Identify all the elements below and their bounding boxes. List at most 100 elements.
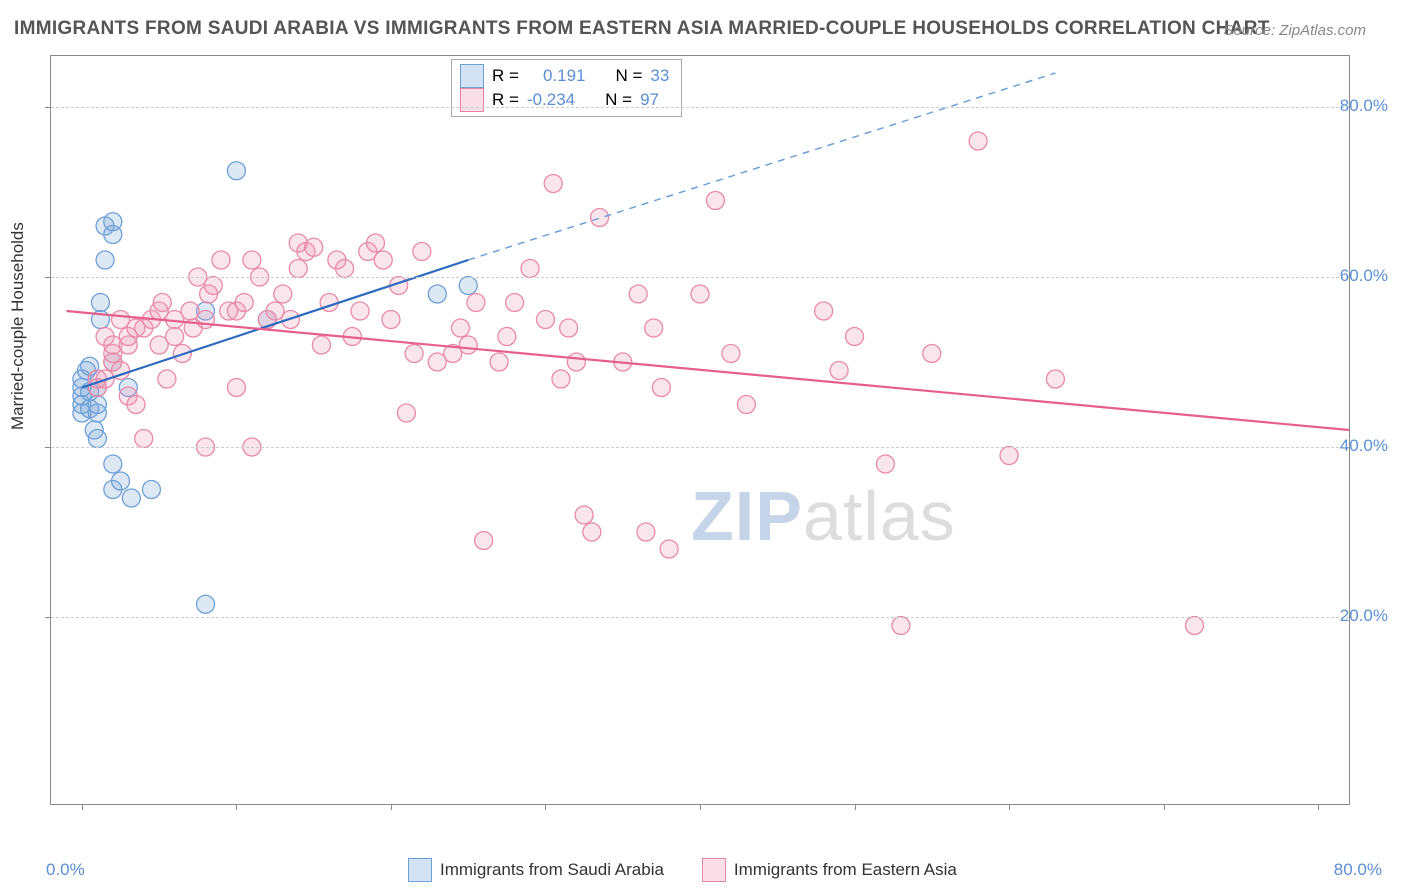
- data-point: [243, 251, 261, 269]
- data-point: [367, 234, 385, 252]
- data-point: [397, 404, 415, 422]
- data-point: [91, 294, 109, 312]
- data-point: [413, 243, 431, 261]
- legend-swatch-pink: [702, 858, 726, 882]
- legend-label-2: Immigrants from Eastern Asia: [734, 860, 957, 880]
- gridline: [51, 277, 1349, 278]
- data-point: [475, 532, 493, 550]
- data-point: [490, 353, 508, 371]
- y-tick-label: 20.0%: [1340, 606, 1388, 626]
- data-point: [652, 379, 670, 397]
- data-point: [305, 238, 323, 256]
- legend-series-2: Immigrants from Eastern Asia: [702, 858, 957, 882]
- y-tick-label: 80.0%: [1340, 96, 1388, 116]
- data-point: [691, 285, 709, 303]
- y-axis-label: Married-couple Households: [8, 222, 28, 430]
- legend-label-1: Immigrants from Saudi Arabia: [440, 860, 664, 880]
- x-tick: [391, 804, 392, 810]
- legend-stats-row-1: R = 0.191 N = 33: [460, 64, 669, 88]
- data-point: [1185, 617, 1203, 635]
- data-point: [142, 481, 160, 499]
- chart-canvas: [51, 56, 1349, 804]
- x-tick: [1164, 804, 1165, 810]
- x-tick: [236, 804, 237, 810]
- data-point: [122, 489, 140, 507]
- data-point: [96, 251, 114, 269]
- data-point: [351, 302, 369, 320]
- data-point: [544, 175, 562, 193]
- data-point: [459, 336, 477, 354]
- y-tick: [45, 107, 51, 108]
- regression-line-pink: [66, 311, 1349, 430]
- plot-area: ZIPatlas R = 0.191 N = 33 R = -0.234 N =…: [50, 55, 1350, 805]
- data-point: [235, 294, 253, 312]
- data-point: [506, 294, 524, 312]
- data-point: [451, 319, 469, 337]
- x-tick: [82, 804, 83, 810]
- legend-stats-row-2: R = -0.234 N = 97: [460, 88, 669, 112]
- x-tick: [855, 804, 856, 810]
- data-point: [892, 617, 910, 635]
- data-point: [289, 260, 307, 278]
- gridline: [51, 107, 1349, 108]
- data-point: [153, 294, 171, 312]
- data-point: [204, 277, 222, 295]
- data-point: [830, 362, 848, 380]
- data-point: [459, 277, 477, 295]
- data-point: [969, 132, 987, 150]
- legend-stats: R = 0.191 N = 33 R = -0.234 N = 97: [451, 59, 682, 117]
- data-point: [382, 311, 400, 329]
- data-point: [815, 302, 833, 320]
- data-point: [197, 595, 215, 613]
- data-point: [1046, 370, 1064, 388]
- r-label: R =: [492, 66, 519, 86]
- data-point: [312, 336, 330, 354]
- legend-swatch-blue: [408, 858, 432, 882]
- legend-series-1: Immigrants from Saudi Arabia: [408, 858, 664, 882]
- data-point: [560, 319, 578, 337]
- y-tick: [45, 277, 51, 278]
- data-point: [737, 396, 755, 414]
- n-label: N =: [615, 66, 642, 86]
- data-point: [227, 162, 245, 180]
- y-tick-label: 60.0%: [1340, 266, 1388, 286]
- y-tick: [45, 447, 51, 448]
- data-point: [645, 319, 663, 337]
- data-point: [521, 260, 539, 278]
- data-point: [722, 345, 740, 363]
- data-point: [212, 251, 230, 269]
- y-tick: [45, 617, 51, 618]
- data-point: [536, 311, 554, 329]
- x-tick-label-max: 80.0%: [1334, 860, 1382, 880]
- data-point: [197, 311, 215, 329]
- data-point: [158, 370, 176, 388]
- data-point: [706, 192, 724, 210]
- legend-swatch-blue: [460, 64, 484, 88]
- chart-title: IMMIGRANTS FROM SAUDI ARABIA VS IMMIGRAN…: [14, 18, 1270, 40]
- y-tick-label: 40.0%: [1340, 436, 1388, 456]
- gridline: [51, 447, 1349, 448]
- gridline: [51, 617, 1349, 618]
- data-point: [336, 260, 354, 278]
- data-point: [575, 506, 593, 524]
- data-point: [637, 523, 655, 541]
- legend-series: Immigrants from Saudi Arabia Immigrants …: [408, 858, 957, 882]
- data-point: [166, 328, 184, 346]
- data-point: [552, 370, 570, 388]
- data-point: [127, 396, 145, 414]
- data-point: [660, 540, 678, 558]
- data-point: [591, 209, 609, 227]
- legend-swatch-pink: [460, 88, 484, 112]
- data-point: [405, 345, 423, 363]
- data-point: [467, 294, 485, 312]
- data-point: [629, 285, 647, 303]
- data-point: [876, 455, 894, 473]
- data-point: [104, 213, 122, 231]
- data-point: [923, 345, 941, 363]
- data-point: [274, 285, 292, 303]
- data-point: [428, 285, 446, 303]
- data-point: [374, 251, 392, 269]
- data-point: [112, 472, 130, 490]
- data-point: [567, 353, 585, 371]
- data-point: [846, 328, 864, 346]
